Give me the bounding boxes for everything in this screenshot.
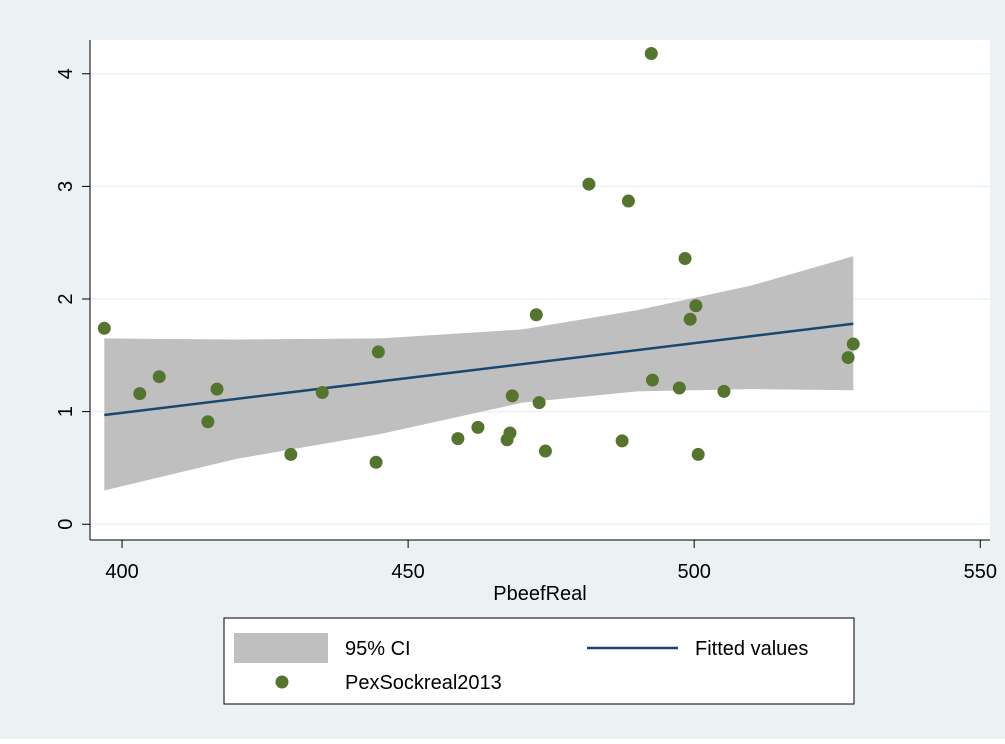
point xyxy=(471,420,485,434)
point xyxy=(201,415,215,429)
x-tick-label: 450 xyxy=(391,561,424,583)
legend-label: Fitted values xyxy=(695,638,808,660)
point xyxy=(315,385,329,399)
point xyxy=(210,382,224,396)
point xyxy=(503,426,517,440)
point xyxy=(582,177,596,191)
legend-label: PexSockreal2013 xyxy=(345,672,502,694)
point xyxy=(529,308,543,322)
fit-line xyxy=(104,322,854,417)
point xyxy=(97,321,111,335)
point xyxy=(505,389,519,403)
legend xyxy=(223,617,855,705)
legend-swatch xyxy=(234,633,328,663)
x-tick-label: 500 xyxy=(678,561,711,583)
point xyxy=(538,444,552,458)
point xyxy=(371,345,385,359)
point xyxy=(645,373,659,387)
point xyxy=(284,447,298,461)
point xyxy=(621,194,635,208)
point xyxy=(672,381,686,395)
point xyxy=(846,337,860,351)
y-tick-label: 4 xyxy=(55,68,77,79)
legend-swatch xyxy=(275,675,289,689)
point xyxy=(678,251,692,265)
x-tick-label: 400 xyxy=(105,561,138,583)
x-axis-label: PbeefReal xyxy=(493,583,586,605)
y-tick-label: 3 xyxy=(55,181,77,192)
point xyxy=(683,312,697,326)
x-tick-label: 550 xyxy=(964,561,997,583)
point xyxy=(691,447,705,461)
ci-band xyxy=(104,256,854,491)
y-tick-label: 2 xyxy=(55,293,77,304)
point xyxy=(615,434,629,448)
legend-label: 95% CI xyxy=(345,638,411,660)
point xyxy=(532,396,546,410)
y-tick-label: 1 xyxy=(55,406,77,417)
point xyxy=(841,351,855,365)
point xyxy=(369,455,383,469)
point xyxy=(451,432,465,446)
point xyxy=(133,387,147,401)
point xyxy=(644,47,658,61)
point xyxy=(689,299,703,313)
plot-area xyxy=(90,40,990,540)
y-tick-label: 0 xyxy=(55,519,77,530)
point xyxy=(152,370,166,384)
point xyxy=(717,384,731,398)
